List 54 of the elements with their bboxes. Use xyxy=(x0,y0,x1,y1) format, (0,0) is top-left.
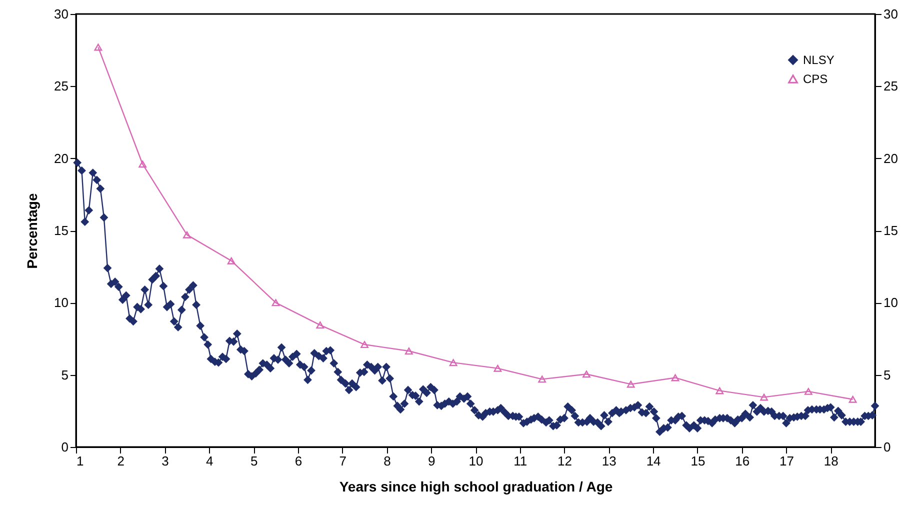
x-tick-label: 18 xyxy=(824,454,838,468)
point xyxy=(626,380,635,388)
y-tick-label: 20 xyxy=(54,150,68,166)
point xyxy=(404,348,413,355)
point xyxy=(538,376,546,383)
x-tick-label: 5 xyxy=(250,454,258,468)
y2-tick-label: 0 xyxy=(884,440,891,454)
y2-tick-label: 25 xyxy=(884,78,898,94)
y-tick-label: 25 xyxy=(54,78,68,94)
legend-label: CPS xyxy=(803,72,828,86)
x-tick-label: 1 xyxy=(76,454,84,468)
y-tick-label: 15 xyxy=(54,223,68,238)
x-tick-label: 12 xyxy=(558,454,572,468)
point xyxy=(582,370,590,378)
point xyxy=(272,299,280,306)
point xyxy=(316,322,324,329)
y2-tick-label: 5 xyxy=(884,367,891,382)
y2-tick-label: 30 xyxy=(884,6,898,22)
point xyxy=(494,364,502,372)
point xyxy=(848,396,857,403)
y-tick-label: 10 xyxy=(54,295,68,310)
x-axis-title: Years since high school graduation / Age xyxy=(339,478,613,494)
y2-tick-label: 15 xyxy=(884,223,898,238)
x-tick-label: 7 xyxy=(339,454,346,468)
x-tick-label: 16 xyxy=(735,454,750,468)
x-tick-label: 2 xyxy=(117,454,125,468)
y2-tick-label: 20 xyxy=(884,150,898,166)
x-tick-label: 10 xyxy=(468,454,484,468)
point xyxy=(760,394,768,401)
point xyxy=(138,160,147,168)
x-tick-label: 6 xyxy=(294,454,302,468)
legend-label: NLSY xyxy=(803,53,834,67)
point xyxy=(671,374,680,382)
point xyxy=(804,388,812,395)
y-tick-label: 30 xyxy=(54,6,68,22)
x-tick-label: 9 xyxy=(428,454,436,468)
point xyxy=(227,257,236,264)
x-tick-label: 4 xyxy=(206,454,214,468)
x-tick-label: 13 xyxy=(602,454,616,468)
point xyxy=(449,359,458,366)
point xyxy=(94,44,102,51)
x-tick-label: 15 xyxy=(690,454,706,468)
x-tick-label: 3 xyxy=(162,454,169,468)
y-axis-title: Percentage xyxy=(24,193,40,269)
y-tick-label: 0 xyxy=(61,440,68,454)
point xyxy=(183,231,191,238)
y2-tick-label: 10 xyxy=(884,295,898,310)
x-tick-label: 8 xyxy=(384,454,391,468)
point xyxy=(360,341,368,348)
point xyxy=(716,387,724,394)
x-tick-label: 11 xyxy=(514,454,528,468)
y-tick-label: 5 xyxy=(61,367,68,382)
x-tick-label: 17 xyxy=(779,454,794,468)
x-tick-label: 14 xyxy=(646,454,661,468)
